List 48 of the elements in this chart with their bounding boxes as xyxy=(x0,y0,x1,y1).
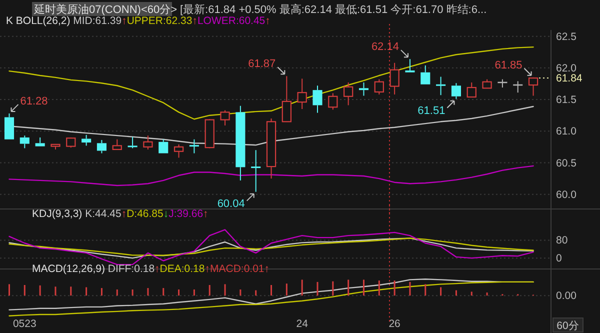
candlestick xyxy=(358,82,369,96)
chart-title: 延时美原油07(CONN)<60分> xyxy=(33,3,178,16)
text: DEA:0.18↑ xyxy=(160,263,210,275)
annotation: 61.87 xyxy=(248,58,276,70)
x-tick-label: 24 xyxy=(296,318,308,330)
y-tick-label: 61.5 xyxy=(556,94,577,106)
text: UPPER:62.33↑ xyxy=(126,15,198,27)
text: K:44.45↑ xyxy=(85,208,127,220)
legend-title: K BOLL(26,2) xyxy=(6,15,74,27)
x-tick-label: 26 xyxy=(388,318,401,330)
candlestick xyxy=(312,85,322,114)
y-tick-label: 61.0 xyxy=(556,126,577,138)
y-tick-label: 60.0 xyxy=(556,188,577,201)
y-tick-label: 0 xyxy=(556,252,562,265)
annotation: 62.14 xyxy=(371,41,399,54)
text: MID:61.39↑ xyxy=(73,15,127,27)
annotation: 61.51 xyxy=(418,104,446,117)
y-tick-label: 80 xyxy=(556,234,568,247)
y-tick-label: 60.5 xyxy=(556,157,577,170)
text: LOWER:60.45↑ xyxy=(197,15,270,27)
x-tick-label: 0523 xyxy=(12,318,36,330)
series-label: J:39.66↑ xyxy=(168,208,208,220)
annotation: 61.85 xyxy=(494,59,522,72)
text: D:46.85↓ xyxy=(126,208,169,220)
text: DIFF:0.18↑ xyxy=(108,263,160,275)
text: 60分 xyxy=(556,320,580,332)
y-tick-label: 62.0 xyxy=(556,62,577,74)
candlestick xyxy=(96,139,106,154)
candlestick xyxy=(189,138,199,154)
legend-title: MACD(12,26,9) xyxy=(32,263,108,275)
line-series xyxy=(8,229,534,266)
annotation: 60.04 xyxy=(217,198,245,210)
y-tick-label: 62.5 xyxy=(556,30,577,43)
line-series xyxy=(8,165,534,186)
candlestick xyxy=(451,82,461,100)
ref-line-label: 0.00 xyxy=(556,290,577,302)
candlestick xyxy=(82,134,92,146)
candlestick xyxy=(251,150,261,192)
candlestick xyxy=(236,105,246,181)
candlestick xyxy=(512,80,524,94)
series-label: MACD:0.01↑ xyxy=(210,263,270,275)
ref-line-label: 61.84 xyxy=(556,72,582,85)
candlestick xyxy=(436,76,446,96)
candlestick xyxy=(390,62,400,95)
candlestick xyxy=(297,78,307,110)
legend-title: KDJ(9,3,3) xyxy=(32,208,86,220)
annotation: 61.28 xyxy=(20,95,48,108)
chart-subtitle: [最新:61.84 +0.50% 最高:62.14 最低:61.51 今开:61.70 昨结:6... xyxy=(180,3,487,16)
